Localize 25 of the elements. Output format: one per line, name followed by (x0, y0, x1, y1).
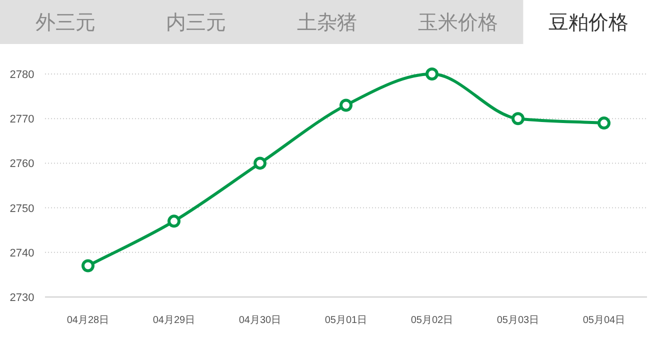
y-tick-label: 2740 (10, 247, 34, 260)
point (168, 214, 180, 228)
x-tick-label: 04月29日 (152, 315, 196, 326)
y-tick-label: 2730 (10, 292, 34, 304)
point (82, 259, 94, 272)
point (340, 98, 352, 112)
x-tick-label: 04月30日 (238, 315, 282, 326)
y-tick-label: 2760 (10, 158, 34, 170)
text: 玉米价格 (418, 12, 498, 34)
point (598, 116, 610, 130)
text: 土杂猪 (297, 12, 357, 34)
text: 内三元 (166, 12, 226, 34)
text: 外三元 (35, 12, 96, 34)
x-tick-label: 05月01日 (324, 315, 368, 326)
x-tick-label: 05月02日 (410, 315, 454, 326)
y-tick-label: 2780 (10, 69, 34, 81)
x-tick-label: 04月28日 (66, 315, 110, 326)
chart-title: 豆粕价格 (548, 12, 629, 34)
point (254, 156, 266, 170)
y-tick-label: 2750 (10, 202, 34, 215)
x-tick-label: 05月04日 (582, 315, 626, 326)
point (426, 68, 438, 80)
x-tick-label: 05月03日 (496, 315, 540, 326)
y-tick-label: 2770 (10, 114, 34, 126)
point (512, 112, 524, 126)
